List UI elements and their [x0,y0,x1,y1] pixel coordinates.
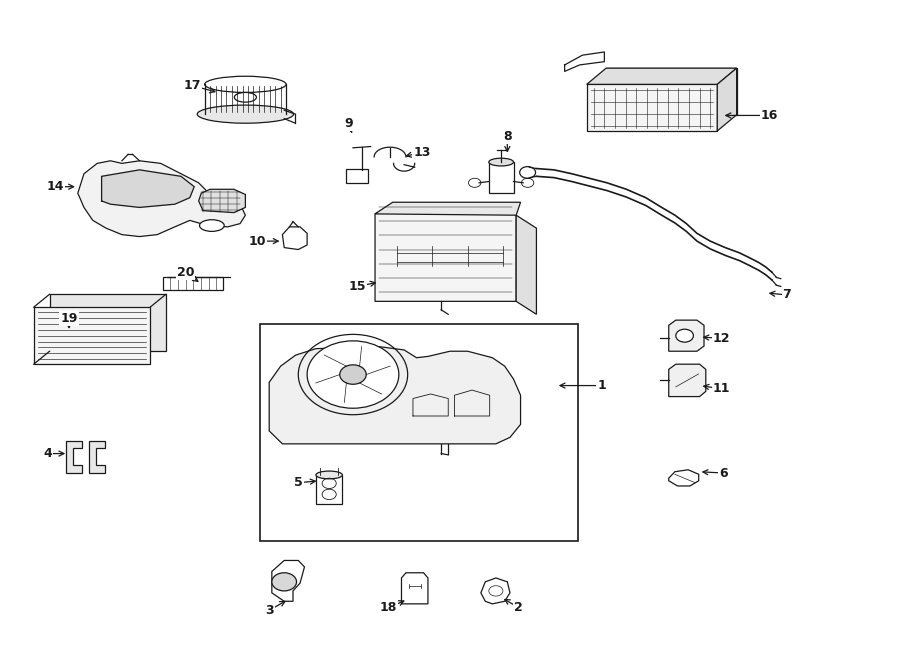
Polygon shape [401,573,428,604]
Text: 1: 1 [598,379,606,392]
Polygon shape [375,204,517,301]
Bar [50,294,166,351]
Text: 16: 16 [760,109,778,122]
Text: 8: 8 [503,130,511,143]
Polygon shape [375,202,520,215]
Text: 6: 6 [719,467,728,479]
Polygon shape [481,578,510,604]
Polygon shape [669,470,698,486]
Text: 9: 9 [345,117,353,130]
Bar [33,307,150,364]
Text: 15: 15 [348,280,366,293]
Polygon shape [199,189,246,213]
Text: 11: 11 [713,382,731,395]
Text: 10: 10 [249,235,266,248]
Polygon shape [67,441,82,473]
Polygon shape [587,85,717,131]
Text: 13: 13 [413,146,430,159]
Circle shape [340,365,366,384]
Polygon shape [102,170,194,208]
Polygon shape [587,68,737,85]
Text: 3: 3 [265,604,274,617]
Polygon shape [272,561,304,602]
Text: 7: 7 [782,288,791,301]
Circle shape [676,329,693,342]
Ellipse shape [200,219,224,231]
Polygon shape [669,320,704,351]
Ellipse shape [316,471,342,479]
Polygon shape [606,68,737,115]
Polygon shape [283,227,307,250]
Bar [316,475,342,504]
Text: 18: 18 [380,602,397,614]
Text: 12: 12 [713,332,731,345]
Bar [164,278,223,290]
Bar [260,324,578,541]
Bar [489,162,514,193]
Polygon shape [89,441,105,473]
Polygon shape [717,68,737,131]
Polygon shape [77,161,246,237]
Text: 2: 2 [515,602,523,614]
Ellipse shape [197,105,293,123]
Bar [346,169,368,184]
Text: 5: 5 [294,476,302,489]
Polygon shape [669,364,706,397]
Text: 20: 20 [176,266,194,279]
Polygon shape [517,215,536,315]
Text: 4: 4 [43,447,52,460]
Circle shape [272,573,296,591]
Circle shape [307,341,399,408]
Ellipse shape [489,158,514,166]
Text: 19: 19 [60,313,77,325]
Polygon shape [269,346,520,444]
Text: 17: 17 [184,79,202,92]
Ellipse shape [234,93,256,102]
Text: 14: 14 [46,180,64,193]
